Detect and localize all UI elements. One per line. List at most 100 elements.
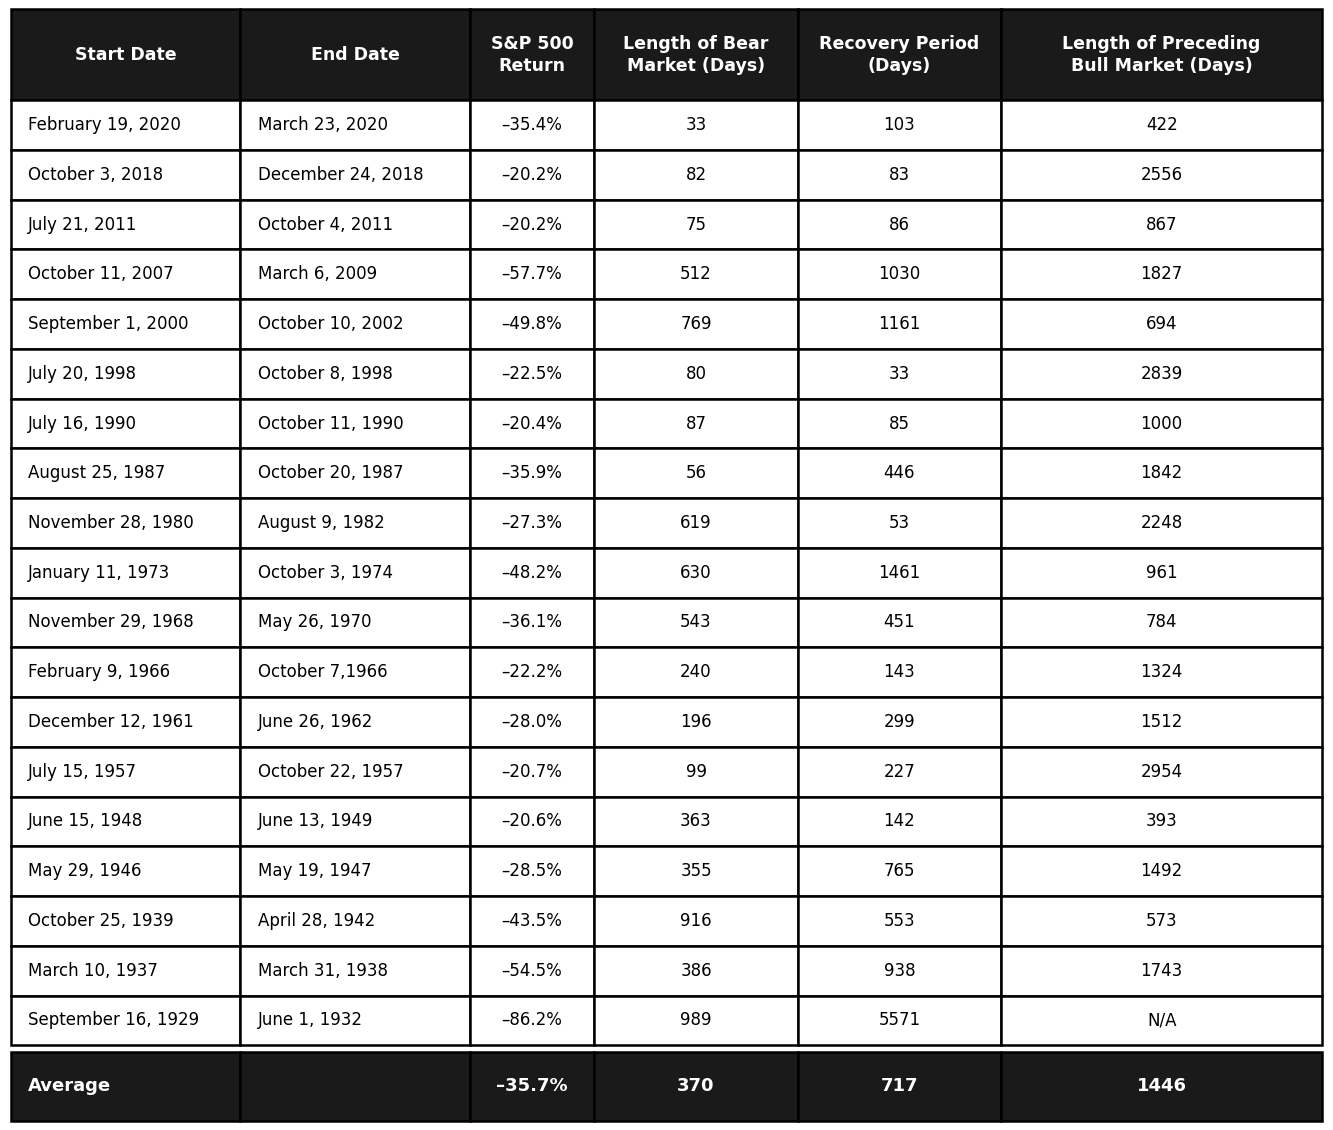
Text: October 11, 1990: October 11, 1990	[257, 415, 403, 433]
Bar	[1001, 498, 1322, 548]
Text: 363: 363	[680, 812, 712, 831]
Bar	[595, 9, 797, 101]
Bar	[595, 797, 797, 846]
Bar	[240, 101, 469, 150]
Bar	[595, 946, 797, 996]
Text: 87: 87	[685, 415, 706, 433]
Bar	[469, 101, 595, 150]
Bar	[797, 747, 1001, 797]
Text: December 12, 1961: December 12, 1961	[28, 713, 193, 731]
Bar	[240, 200, 469, 250]
Text: March 31, 1938: March 31, 1938	[257, 962, 388, 980]
Text: May 19, 1947: May 19, 1947	[257, 862, 371, 880]
Text: 916: 916	[680, 912, 712, 930]
Text: 33: 33	[685, 116, 706, 134]
Text: 2839: 2839	[1141, 365, 1182, 383]
Bar	[1001, 449, 1322, 498]
Text: –35.7%: –35.7%	[496, 1078, 568, 1095]
Text: –43.5%: –43.5%	[501, 912, 563, 930]
Text: 227: 227	[884, 763, 916, 781]
Text: June 15, 1948: June 15, 1948	[28, 812, 143, 831]
Bar	[469, 449, 595, 498]
Text: January 11, 1973: January 11, 1973	[28, 564, 171, 582]
Bar	[1001, 548, 1322, 598]
Text: July 21, 2011: July 21, 2011	[28, 216, 137, 234]
Bar	[595, 1052, 797, 1121]
Bar	[595, 399, 797, 449]
Bar	[240, 946, 469, 996]
Bar	[469, 647, 595, 697]
Bar	[797, 449, 1001, 498]
Bar	[595, 349, 797, 399]
Text: February 9, 1966: February 9, 1966	[28, 663, 171, 681]
Bar	[595, 449, 797, 498]
Text: 512: 512	[680, 266, 712, 284]
Text: –49.8%: –49.8%	[501, 315, 563, 333]
Bar	[240, 1052, 469, 1121]
Text: –22.5%: –22.5%	[501, 365, 563, 383]
Text: 769: 769	[680, 315, 712, 333]
Text: 82: 82	[685, 166, 706, 184]
Bar	[595, 150, 797, 200]
Text: –86.2%: –86.2%	[501, 1011, 563, 1029]
Text: 1446: 1446	[1137, 1078, 1186, 1095]
Bar	[469, 747, 595, 797]
Text: June 13, 1949: June 13, 1949	[257, 812, 373, 831]
Bar	[797, 598, 1001, 647]
Text: 989: 989	[680, 1011, 712, 1029]
Bar	[1001, 647, 1322, 697]
Bar	[1001, 200, 1322, 250]
Text: 86: 86	[889, 216, 910, 234]
Text: 867: 867	[1146, 216, 1177, 234]
Text: 299: 299	[884, 713, 916, 731]
Bar	[11, 349, 240, 399]
Bar	[797, 697, 1001, 747]
Text: 717: 717	[881, 1078, 918, 1095]
Text: 5571: 5571	[878, 1011, 920, 1029]
Bar	[11, 449, 240, 498]
Text: October 3, 2018: October 3, 2018	[28, 166, 163, 184]
Text: 938: 938	[884, 962, 916, 980]
Bar	[797, 299, 1001, 349]
Text: –36.1%: –36.1%	[501, 614, 563, 632]
Bar	[11, 9, 240, 101]
Text: October 22, 1957: October 22, 1957	[257, 763, 403, 781]
Bar	[595, 647, 797, 697]
Text: November 28, 1980: November 28, 1980	[28, 514, 193, 532]
Bar	[797, 9, 1001, 101]
Bar	[469, 896, 595, 946]
Text: S&P 500
Return: S&P 500 Return	[491, 35, 573, 75]
Text: 1842: 1842	[1141, 464, 1182, 483]
Text: 694: 694	[1146, 315, 1177, 333]
Bar	[595, 896, 797, 946]
Text: –20.7%: –20.7%	[501, 763, 563, 781]
Text: April 28, 1942: April 28, 1942	[257, 912, 375, 930]
Text: July 15, 1957: July 15, 1957	[28, 763, 137, 781]
Text: 393: 393	[1146, 812, 1177, 831]
Bar	[469, 299, 595, 349]
Bar	[240, 647, 469, 697]
Bar	[595, 250, 797, 299]
Text: October 25, 1939: October 25, 1939	[28, 912, 173, 930]
Text: 1492: 1492	[1141, 862, 1182, 880]
Bar	[11, 299, 240, 349]
Bar	[240, 797, 469, 846]
Bar	[595, 200, 797, 250]
Text: May 26, 1970: May 26, 1970	[257, 614, 371, 632]
Bar	[240, 697, 469, 747]
Bar	[240, 846, 469, 896]
Bar	[11, 498, 240, 548]
Text: 143: 143	[884, 663, 916, 681]
Bar	[1001, 250, 1322, 299]
Bar	[1001, 896, 1322, 946]
Bar	[240, 996, 469, 1045]
Text: –20.4%: –20.4%	[501, 415, 563, 433]
Text: 240: 240	[680, 663, 712, 681]
Bar	[1001, 747, 1322, 797]
Text: 619: 619	[680, 514, 712, 532]
Text: –35.9%: –35.9%	[501, 464, 563, 483]
Bar	[469, 9, 595, 101]
Text: 1461: 1461	[878, 564, 921, 582]
Text: October 20, 1987: October 20, 1987	[257, 464, 403, 483]
Text: 142: 142	[884, 812, 916, 831]
